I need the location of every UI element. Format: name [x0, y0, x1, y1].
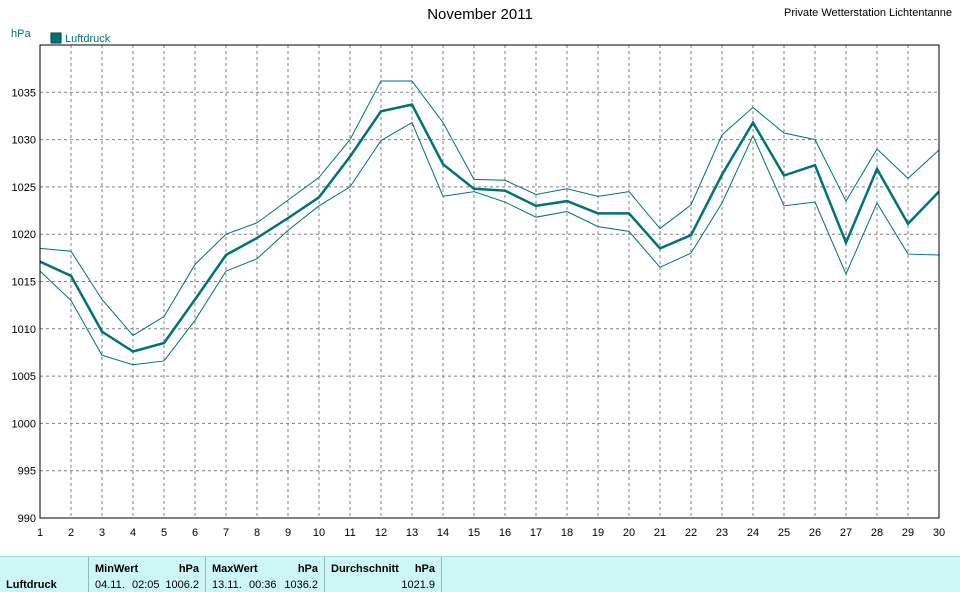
x-tick-label: 30	[933, 527, 945, 539]
series-line-max	[39, 80, 940, 337]
max-date: 13.11.	[212, 579, 242, 591]
max-unit: hPa	[297, 563, 318, 575]
x-tick-label: 20	[623, 527, 635, 539]
x-tick-label: 1	[37, 527, 43, 539]
max-header: MaxWert	[212, 563, 258, 575]
stats-row-label: Luftdruck	[6, 579, 57, 591]
plot-frame	[39, 44, 940, 519]
y-tick-label: 1025	[12, 182, 36, 194]
max-value-cell: MaxWert hPa 13.11. 00:36 1036.2	[205, 557, 324, 592]
y-tick-label: 995	[18, 466, 36, 478]
x-tick-label: 12	[375, 527, 387, 539]
x-tick-label: 19	[592, 527, 604, 539]
x-tick-label: 8	[254, 527, 260, 539]
chart-title: November 2011	[427, 6, 533, 23]
y-tick-label: 1035	[12, 87, 36, 99]
x-tick-label: 28	[871, 527, 883, 539]
x-tick-label: 14	[437, 527, 449, 539]
min-time: 02:05	[132, 579, 160, 591]
x-tick-label: 4	[130, 527, 136, 539]
max-time: 00:36	[249, 579, 277, 591]
y-tick-label: 1010	[12, 324, 36, 336]
x-tick-label: 24	[747, 527, 759, 539]
x-tick-label: 26	[809, 527, 821, 539]
x-tick-label: 3	[99, 527, 105, 539]
y-tick-label: 1020	[12, 229, 36, 241]
x-tick-label: 5	[161, 527, 167, 539]
x-tick-label: 23	[716, 527, 728, 539]
min-value: 1006.2	[165, 579, 199, 591]
y-tick-label: 1000	[12, 418, 36, 430]
y-axis-unit: hPa	[11, 28, 31, 40]
min-unit: hPa	[178, 563, 199, 575]
y-tick-label: 1030	[12, 135, 36, 147]
legend-swatch	[50, 32, 62, 44]
x-tick-label: 11	[344, 527, 355, 539]
station-name: Private Wetterstation Lichtentanne	[784, 7, 952, 19]
series-line-min	[39, 121, 940, 366]
series-line-mean	[39, 103, 940, 353]
stats-table: Luftdruck MinWert hPa 04.11. 02:05 1006.…	[0, 556, 960, 592]
x-tick-label: 16	[499, 527, 511, 539]
x-tick-label: 9	[285, 527, 291, 539]
x-tick-label: 22	[685, 527, 697, 539]
x-tick-label: 29	[902, 527, 914, 539]
x-tick-label: 17	[530, 527, 542, 539]
min-header: MinWert	[95, 563, 139, 575]
x-tick-label: 18	[561, 527, 573, 539]
x-tick-label: 27	[840, 527, 852, 539]
max-value: 1036.2	[284, 579, 318, 591]
average-value: 1021.9	[401, 579, 435, 591]
x-tick-label: 21	[654, 527, 666, 539]
x-tick-label: 2	[68, 527, 74, 539]
min-date: 04.11.	[95, 579, 125, 591]
average-header: Durchschnitt	[331, 563, 399, 575]
average-cell: Durchschnitt hPa 1021.9	[324, 557, 442, 592]
x-tick-label: 6	[192, 527, 198, 539]
y-tick-label: 1005	[12, 371, 36, 383]
x-tick-label: 13	[406, 527, 418, 539]
x-tick-label: 25	[778, 527, 790, 539]
x-tick-label: 15	[468, 527, 480, 539]
x-tick-label: 10	[313, 527, 325, 539]
legend-label: Luftdruck	[65, 33, 111, 45]
min-value-cell: MinWert hPa 04.11. 02:05 1006.2	[88, 557, 205, 592]
average-unit: hPa	[414, 563, 435, 575]
y-tick-label: 990	[18, 513, 36, 525]
x-tick-label: 7	[223, 527, 229, 539]
y-tick-label: 1015	[12, 277, 36, 289]
